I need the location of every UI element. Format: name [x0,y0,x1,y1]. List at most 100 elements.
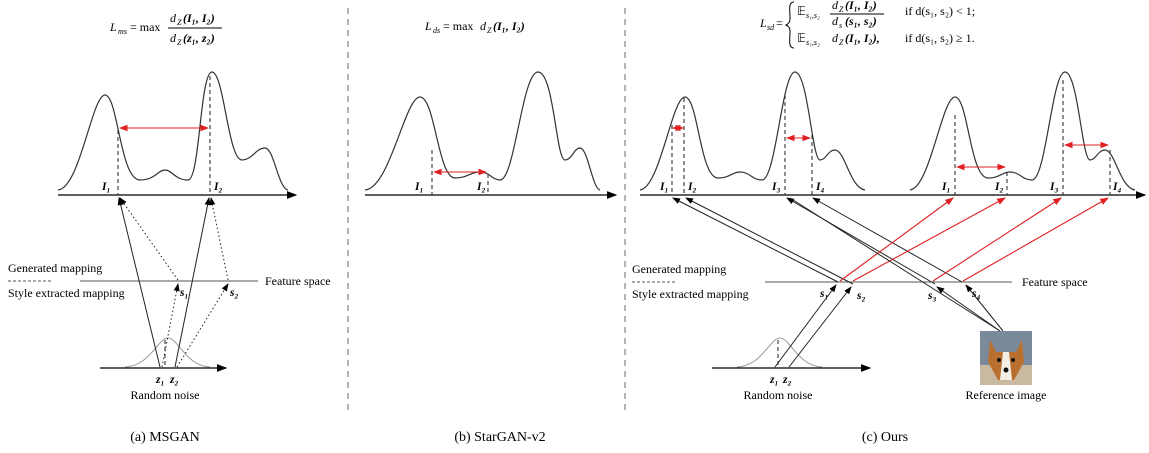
mapping-arrow-red [852,197,1006,282]
style-label: s₃ [927,290,937,302]
image-label: I₁ [659,181,669,193]
formula: Z [839,38,844,47]
image-label: I₃ [771,181,781,193]
formula: s₁,s₂ [806,11,820,20]
style-arrow [119,197,179,281]
formula: Z [177,38,182,47]
formula: if d(s₁, s₂) ≥ 1. [905,31,975,45]
mapping-arrow [774,284,837,368]
formula: s [839,21,842,30]
formula: d [170,11,177,25]
legend-label: Style extracted mapping [8,286,125,300]
formula: 𝔼 [797,31,806,45]
style-arrow [209,197,229,281]
noise-label: z₂ [169,374,179,386]
mapping-arrow [685,197,854,285]
formula: Z [839,5,844,14]
legend-label: Generated mapping [8,261,102,275]
formula: = [776,16,783,30]
image-label: I₄ [815,181,825,193]
gaussian [124,337,211,368]
formula: d [480,19,487,33]
distribution-curve [364,71,601,191]
formula: = max [130,20,160,34]
formula: d [170,31,177,45]
formula: (z₁, z₂) [183,31,215,45]
style-label: s₂ [856,290,866,302]
caption: (b) StarGAN-v2 [454,430,545,445]
image-label: I₁ [414,181,424,193]
image-label: I₁ [941,181,951,193]
image-label: I₂ [994,181,1004,193]
image-label: I₂ [213,181,223,193]
formula: L [759,16,767,30]
mapping-arrow [672,197,839,283]
style-label: s₄ [971,288,981,300]
mapping-arrow-red [962,197,1109,282]
formula: ms [118,27,127,36]
formula: 𝔼 [797,4,806,18]
style-label: s₁ [819,288,829,300]
formula: L [424,19,432,33]
formula: d [832,31,839,45]
mapping-arrow-red [839,197,954,282]
image-label: I₂ [687,181,697,193]
mapping-arrow [812,197,963,283]
style-label: s₁ [179,287,189,299]
noise-label: z₁ [769,374,779,386]
caption: (a) MSGAN [130,430,200,445]
mapping-arrow-red [932,197,1062,282]
noise-caption: Random noise [744,388,813,402]
noise-label: z₁ [155,374,165,386]
image-label: I₂ [476,181,486,193]
formula: ds [433,26,440,35]
mapping-arrow [965,284,1004,332]
legend-label: Generated mapping [632,262,726,276]
formula: L [109,20,117,34]
distribution-curve [639,71,866,191]
formula: (s₁, s₂) [845,14,877,28]
connector [789,197,1001,332]
caption: (c) Ours [862,430,908,445]
mapping-arrow [936,286,1001,332]
feature-space-label: Feature space [265,274,331,288]
legend-label: Style extracted mapping [632,287,749,301]
formula: sd [767,23,775,32]
formula: s₁,s₂ [806,38,820,47]
style-label: s₂ [229,287,239,299]
mapping-arrow [788,286,852,368]
mapping-arrow [117,197,161,368]
formula: Z [487,26,492,35]
style-arrow [176,283,229,368]
feature-space-label: Feature space [1022,275,1088,289]
mapping-arrow [174,197,211,368]
formula: (I₁, I₂), [845,31,880,45]
formula: = max [443,19,473,33]
style-arrow [161,283,180,368]
noise-caption: Random noise [131,388,200,402]
reference-image [980,331,1032,385]
distribution-curve [57,71,289,191]
formula: (I₁, I₂) [493,19,525,33]
reference-caption: Reference image [966,388,1047,402]
formula: d [832,14,839,28]
panel-b: L ds = max d Z (I₁, I₂) I₁ I₂ (b) StarGA… [364,19,618,445]
noise-label: z₂ [782,374,792,386]
formula: if d(s₁, s₂) < 1; [905,4,975,18]
image-label: I₄ [1112,181,1122,193]
mapping-arrow [786,197,936,285]
distribution-curve [909,71,1136,191]
formula: (I₁, I₂) [845,0,877,12]
panel-c: L sd = 𝔼 s₁,s₂ d Z (I₁, I₂) d s (s₁, s₂)… [632,0,1147,445]
panel-a: L ms = max d Z (I₁, I₂) d Z (z₁, z₂) I₁ … [8,11,331,445]
formula: d [832,0,839,12]
gaussian [736,337,823,368]
formula: Z [177,18,182,27]
image-label: I₁ [101,181,111,193]
brace [784,1,795,49]
image-label: I₃ [1049,181,1059,193]
formula: (I₁, I₂) [183,11,215,25]
